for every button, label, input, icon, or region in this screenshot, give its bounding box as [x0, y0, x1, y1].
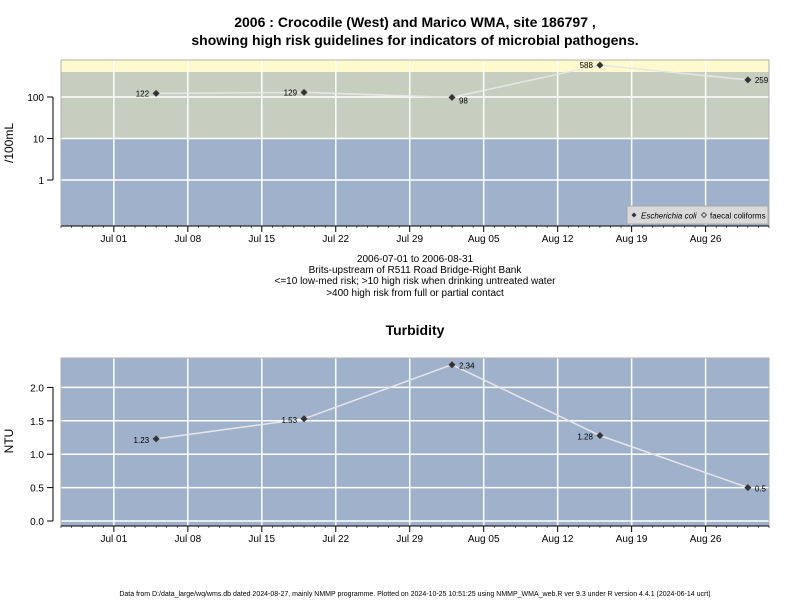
chart-subtitle: showing high risk guidelines for indicat… — [191, 32, 638, 48]
turbidity-plot: 1.23 1.53 2.34 1.28 0.5 — [60, 357, 770, 527]
x-tick-label: Jul 15 — [248, 534, 275, 545]
data-label: 2.34 — [459, 362, 475, 371]
legend-label-ecoli: Escherichia coli — [641, 212, 697, 221]
y-tick-label: 1 — [38, 176, 44, 187]
x-tick-label: Aug 12 — [542, 234, 574, 245]
y-axis-label: /100mL — [2, 123, 16, 163]
drinking-guideline-text: <=10 low-med risk; >10 high risk when dr… — [275, 276, 557, 287]
x-tick-label: Jul 01 — [100, 234, 127, 245]
data-label: 1.28 — [577, 432, 593, 441]
data-label: 1.53 — [281, 416, 297, 425]
x-tick-label: Aug 12 — [542, 534, 574, 545]
x-tick-label: Jul 29 — [396, 234, 423, 245]
band-high-drinking-risk — [61, 72, 769, 139]
data-point — [300, 88, 308, 96]
data-point — [152, 89, 160, 97]
y-tick-label: 100 — [27, 93, 44, 104]
x-tick-label: Aug 05 — [468, 234, 500, 245]
x-tick-label: Jul 08 — [174, 234, 201, 245]
data-label: 0.5 — [755, 485, 767, 494]
x-tick-label: Jul 08 — [174, 534, 201, 545]
data-point — [744, 76, 752, 84]
x-tick-label: Jul 29 — [396, 534, 423, 545]
legend: Escherichia coli faecal coliforms — [626, 205, 769, 225]
data-label: 259 — [755, 76, 769, 85]
data-point — [596, 431, 604, 439]
x-tick-label: Aug 26 — [690, 534, 722, 545]
site-description-text: Brits-upstream of R511 Road Bridge-Right… — [309, 265, 523, 276]
data-label: 122 — [136, 89, 150, 98]
x-tick-label: Jul 22 — [322, 234, 349, 245]
y-axis-label: NTU — [2, 429, 16, 454]
data-point — [448, 93, 456, 101]
legend-marker-ecoli — [631, 212, 637, 218]
data-point — [744, 484, 752, 492]
data-label: 98 — [459, 96, 468, 105]
data-point — [152, 435, 160, 443]
turbidity-series: 1.23 1.53 2.34 1.28 0.5 — [134, 361, 767, 494]
x-axis: Jul 01 Jul 08 Jul 15 Jul 22 Jul 29 Aug 05 Aug … — [60, 225, 770, 245]
data-point — [300, 415, 308, 423]
chart-title: 2006 : Crocodile (West) and Marico WMA, … — [234, 14, 596, 30]
data-label: 129 — [284, 88, 298, 97]
y-axis: 1 10 100 — [27, 93, 54, 187]
data-label: 588 — [580, 61, 594, 70]
y-tick-label: 1.0 — [30, 450, 44, 461]
footer-note: Data from D:/data_large/wq/wms.db dated … — [119, 591, 710, 598]
y-tick-label: 2.0 — [30, 383, 44, 394]
gridlines — [61, 358, 769, 526]
x-tick-label: Aug 05 — [468, 534, 500, 545]
x-tick-label: Jul 15 — [248, 234, 275, 245]
legend-marker-faecal-coliforms — [700, 211, 708, 219]
turbidity-title: Turbidity — [386, 322, 445, 338]
x-tick-label: Aug 19 — [616, 234, 648, 245]
date-range-text: 2006-07-01 to 2006-08-31 — [357, 254, 474, 265]
x-axis: Jul 01 Jul 08 Jul 15 Jul 22 Jul 29 Aug 05 Aug … — [60, 525, 770, 545]
y-tick-label: 0.0 — [30, 517, 44, 528]
y-axis: 0.0 0.5 1.0 1.5 2.0 — [30, 383, 54, 528]
y-tick-label: 0.5 — [30, 484, 44, 495]
data-label: 1.23 — [134, 436, 150, 445]
gridlines — [61, 60, 769, 226]
data-point — [596, 61, 604, 69]
y-tick-label: 1.5 — [30, 417, 44, 428]
microbial-plot: 122 129 98 588 259 — [60, 59, 770, 227]
legend-label-faecal-coliforms: faecal coliforms — [710, 212, 766, 221]
x-tick-label: Aug 19 — [616, 534, 648, 545]
y-tick-label: 10 — [33, 135, 45, 146]
plot-background — [61, 358, 769, 526]
x-tick-label: Jul 22 — [322, 534, 349, 545]
x-tick-label: Aug 26 — [690, 234, 722, 245]
band-high-contact-risk — [61, 60, 769, 72]
ecoli-series: 122 129 98 588 259 — [136, 61, 769, 105]
contact-guideline-text: >400 high risk from full or partial cont… — [326, 288, 504, 299]
x-tick-label: Jul 01 — [100, 534, 127, 545]
data-point — [448, 361, 456, 369]
